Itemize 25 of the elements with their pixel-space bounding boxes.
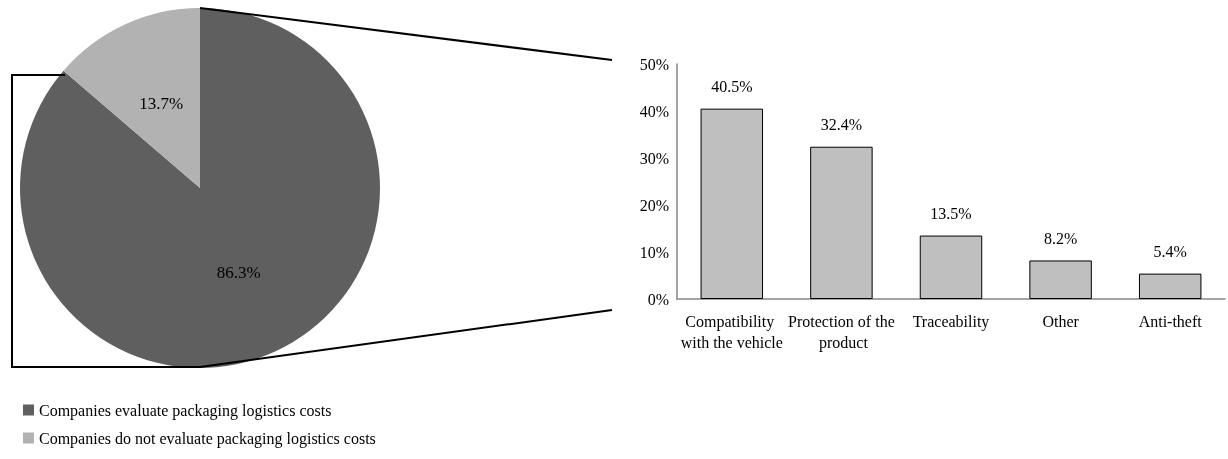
legend-label: Companies do not evaluate packaging logistics costs <box>39 429 376 448</box>
x-tick-label: Anti-theft <box>1138 313 1203 330</box>
bar <box>1029 260 1092 299</box>
y-tick-label: 20% <box>639 196 669 214</box>
bar <box>810 146 873 299</box>
x-tick-label: Protection of the product <box>788 313 895 352</box>
data-label: 40.5% <box>711 78 753 96</box>
data-label: 13.5% <box>930 205 972 223</box>
data-label: 13.7% <box>139 93 184 113</box>
y-tick-label: 10% <box>639 243 669 261</box>
y-tick-label: 0% <box>647 290 669 308</box>
x-tick-label: Compatibility with the vehicle <box>680 313 783 351</box>
bar <box>1138 273 1202 299</box>
data-label: 8.2% <box>1043 229 1078 247</box>
bar <box>700 108 764 299</box>
legend-label: Companies evaluate packaging logistics costs <box>39 401 332 420</box>
bar <box>919 235 983 299</box>
y-tick-label: 30% <box>639 149 669 167</box>
y-tick-label: 50% <box>639 55 669 73</box>
y-tick-label: 40% <box>639 102 669 120</box>
data-label: 32.4% <box>820 116 863 134</box>
data-label: 5.4% <box>1153 243 1187 261</box>
x-tick-label: Traceability <box>912 313 990 331</box>
x-tick-label: Other <box>1042 313 1080 330</box>
data-label: 86.3% <box>216 263 261 283</box>
